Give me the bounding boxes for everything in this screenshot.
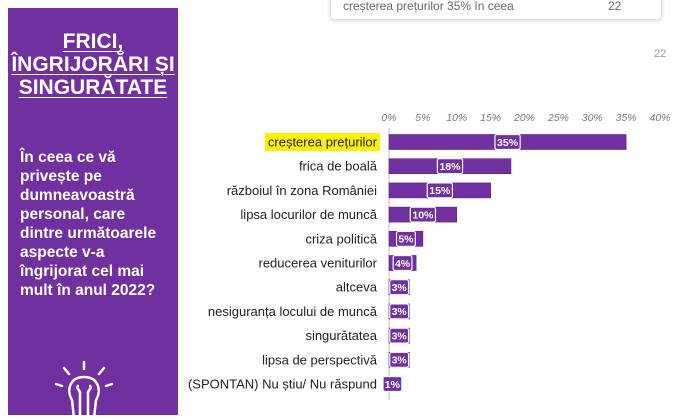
bar-value-label: 1% <box>385 379 401 391</box>
bar-value-label: 10% <box>412 209 434 221</box>
x-tick-label: 30% <box>582 112 603 124</box>
bar-value-label: 3% <box>392 330 408 342</box>
bar-value-label: 3% <box>392 282 408 294</box>
left-edge-stripe <box>0 0 8 415</box>
bar-value-box <box>426 182 454 199</box>
lightbulb-icon <box>54 360 114 420</box>
sidebar-title-line: FRICI, <box>62 30 124 53</box>
category-label: lipsa de perspectivă <box>262 352 378 367</box>
bar-value-box <box>389 279 410 296</box>
category-label: frica de boală <box>299 159 378 174</box>
sidebar-panel: FRICI, ÎNGRIJORĂRI ȘI SINGURĂTATE În cee… <box>8 8 178 420</box>
bar-value-label: 15% <box>429 185 451 197</box>
category-label: nesiguranța locului de muncă <box>208 304 378 319</box>
category-label: creșterea prețurilor <box>268 135 378 150</box>
bar-value-box <box>395 230 416 247</box>
popup-card: creșterea prețurilor 35% în ceea 22 <box>330 0 662 20</box>
sidebar-title-line: ÎNGRIJORĂRI ȘI <box>11 53 175 76</box>
popup-card-text: creșterea prețurilor 35% în ceea <box>343 0 514 13</box>
category-label: altceva <box>336 280 378 295</box>
bar-value-box <box>494 133 521 151</box>
bar-value-label: 3% <box>392 355 408 367</box>
bar-value-label: 18% <box>439 161 461 173</box>
x-tick-label: 15% <box>480 112 501 124</box>
x-tick-label: 35% <box>616 112 637 124</box>
category-label: războiul în zona României <box>227 183 377 198</box>
category-highlight <box>264 133 380 151</box>
sidebar-title: FRICI, ÎNGRIJORĂRI ȘI SINGURĂTATE <box>8 30 178 99</box>
x-tick-label: 40% <box>649 112 670 124</box>
bar-value-box <box>409 206 437 223</box>
x-tick-label: 0% <box>381 112 396 124</box>
bar-value-box <box>389 303 410 320</box>
category-label: criza politică <box>305 231 377 246</box>
bar-value-label: 35% <box>497 137 519 149</box>
bar-value-box <box>389 327 410 344</box>
bar-value-label: 3% <box>392 306 408 318</box>
popup-card-number: 22 <box>608 0 622 13</box>
category-label: reducerea veniturilor <box>258 256 377 271</box>
x-tick-label: 25% <box>547 112 569 124</box>
bar-value-label: 5% <box>398 234 414 246</box>
survey-question: În ceea ce vă privește pe dumneavoastră … <box>20 149 157 299</box>
category-label: lipsa locurilor de muncă <box>240 207 377 222</box>
x-tick-label: 10% <box>446 112 467 124</box>
bar-value-box <box>382 375 403 393</box>
category-label: (SPONTAN) Nu știu/ Nu răspund <box>188 377 377 392</box>
page-number: 22 <box>654 48 667 60</box>
x-tick-label: 20% <box>513 112 535 124</box>
bar-value-box <box>389 351 410 368</box>
sidebar-title-line: SINGURĂTATE <box>18 76 168 99</box>
bar-value-label: 4% <box>395 258 411 270</box>
x-tick-label: 5% <box>415 112 430 124</box>
bar-value-box <box>436 158 464 175</box>
category-label: singurătatea <box>305 328 377 343</box>
bar-value-box <box>392 254 413 272</box>
